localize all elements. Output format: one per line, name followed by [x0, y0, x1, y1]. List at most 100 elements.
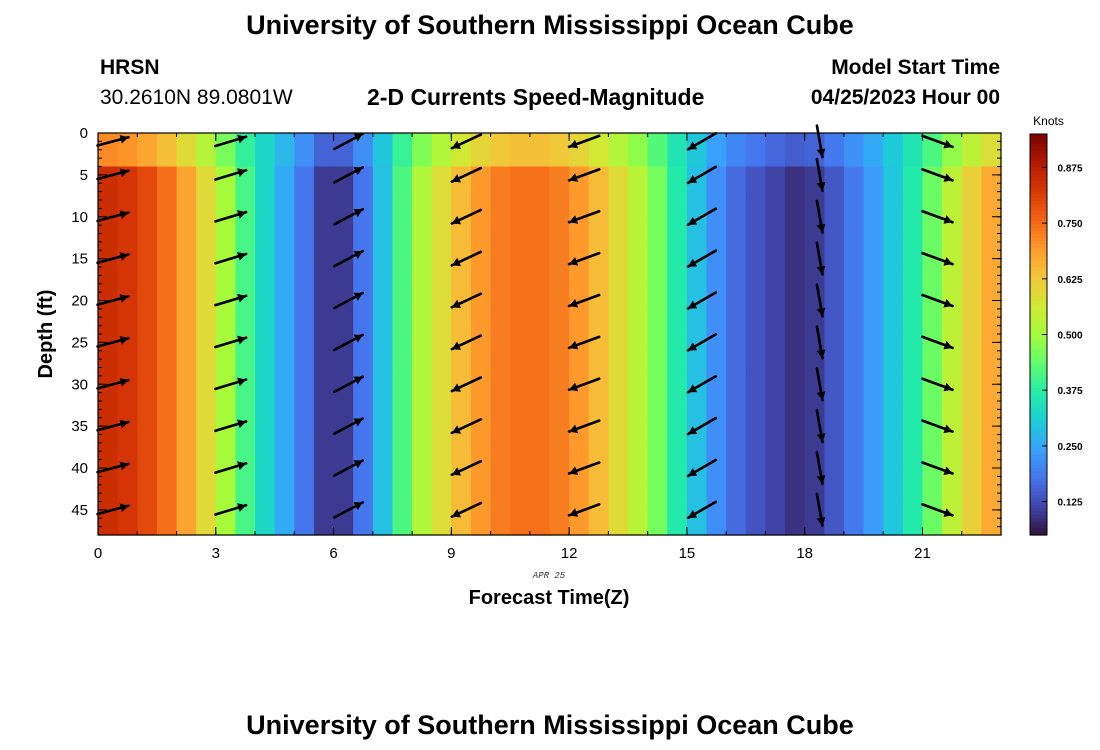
heat-cell: [117, 409, 138, 419]
heat-cell: [117, 367, 138, 377]
heat-cell: [392, 241, 413, 251]
heat-cell: [451, 300, 472, 310]
heat-cell: [255, 334, 276, 343]
heat-cell: [706, 325, 727, 335]
heat-cell: [588, 417, 609, 427]
current-arrow-head: [119, 134, 129, 144]
heat-cell: [686, 174, 708, 184]
heat-cell: [510, 200, 531, 209]
heat-cell: [824, 342, 845, 352]
heat-cell: [902, 241, 924, 251]
heat-cell: [726, 367, 747, 377]
heat-cell: [804, 300, 825, 310]
heat-cell: [863, 141, 884, 151]
heat-cell: [529, 183, 551, 193]
heat-cell: [922, 225, 943, 235]
heat-cell: [274, 426, 295, 436]
heat-cell: [510, 484, 531, 494]
heat-cell: [451, 426, 472, 436]
heat-cell: [372, 426, 394, 436]
heat-cell: [765, 367, 786, 377]
heat-cell: [98, 367, 119, 377]
heat-cell: [667, 308, 688, 318]
heat-cell: [176, 401, 197, 410]
heat-cell: [628, 233, 649, 243]
heat-cell: [588, 133, 609, 142]
heat-cell: [274, 275, 295, 285]
heat-cell: [883, 191, 904, 201]
heat-cell: [785, 233, 806, 243]
heat-cell: [333, 241, 354, 251]
heat-cell: [883, 392, 904, 402]
heat-cell: [608, 334, 629, 343]
heat-cell: [745, 208, 767, 218]
heat-cell: [529, 342, 551, 352]
heat-cell: [392, 459, 413, 469]
current-arrow-head: [451, 299, 461, 308]
heat-cell: [628, 300, 649, 310]
heat-cell: [863, 300, 884, 310]
colorbar-cell: [1030, 461, 1047, 466]
heat-cell: [745, 401, 767, 410]
heat-cell: [765, 484, 786, 494]
heat-cell: [569, 308, 590, 318]
heat-cell: [412, 384, 433, 394]
heat-cell: [451, 459, 472, 469]
heat-cell: [117, 275, 138, 285]
current-arrow-head: [816, 181, 826, 191]
heat-cell: [686, 308, 708, 318]
heat-cell: [628, 526, 649, 536]
heat-cell: [942, 292, 963, 302]
heat-cell: [588, 526, 609, 536]
heat-cell: [961, 300, 982, 310]
heat-cell: [765, 267, 786, 276]
heat-cell: [333, 476, 354, 486]
heat-cell: [255, 476, 276, 486]
heat-cell: [785, 308, 806, 318]
heat-cell: [176, 493, 197, 503]
heat-cell: [176, 342, 197, 352]
heat-cell: [961, 133, 982, 142]
colorbar-cell: [1030, 391, 1047, 396]
heat-cell: [392, 133, 413, 142]
heat-cell: [883, 509, 904, 519]
current-arrow-head: [119, 419, 129, 429]
heat-cell: [431, 518, 452, 528]
heat-cell: [215, 426, 237, 436]
heat-cell: [902, 509, 924, 519]
heat-cell: [98, 334, 119, 343]
heat-cell: [608, 174, 629, 184]
heat-cell: [412, 325, 433, 335]
heat-cell: [98, 417, 119, 427]
heat-cell: [785, 183, 806, 193]
heat-cell: [412, 417, 433, 427]
heat-cell: [745, 292, 767, 302]
heat-cell: [824, 359, 845, 369]
heat-cell: [843, 233, 865, 243]
heat-cell: [372, 191, 394, 201]
colorbar-cell: [1030, 134, 1047, 138]
colorbar-cell: [1030, 384, 1047, 389]
heat-cell: [706, 392, 727, 402]
heat-cell: [686, 459, 708, 469]
heat-cell: [313, 392, 335, 402]
heat-cell: [863, 183, 884, 193]
heat-cell: [902, 258, 924, 268]
heat-cell: [667, 275, 688, 285]
heat-cell: [667, 158, 688, 168]
heat-cell: [372, 501, 394, 511]
heat-cell: [922, 392, 943, 402]
heat-cell: [412, 526, 433, 536]
heat-cell: [902, 493, 924, 503]
heat-cell: [196, 208, 217, 218]
heat-cell: [294, 392, 315, 402]
heat-cell: [176, 484, 197, 494]
heat-cell: [510, 468, 531, 477]
heat-cell: [137, 426, 158, 436]
heat-cell: [176, 241, 197, 251]
heat-cell: [176, 442, 197, 452]
heat-cell: [686, 526, 708, 536]
heat-cell: [667, 526, 688, 536]
heat-cell: [902, 359, 924, 369]
heat-cell: [98, 434, 119, 444]
